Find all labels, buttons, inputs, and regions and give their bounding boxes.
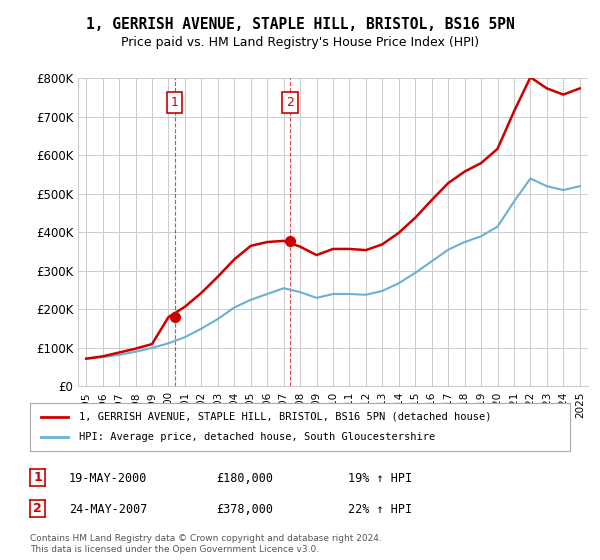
Text: 2: 2: [33, 502, 42, 515]
Text: Price paid vs. HM Land Registry's House Price Index (HPI): Price paid vs. HM Land Registry's House …: [121, 36, 479, 49]
Text: £180,000: £180,000: [216, 472, 273, 486]
Text: 2: 2: [286, 96, 294, 109]
Text: Contains HM Land Registry data © Crown copyright and database right 2024.: Contains HM Land Registry data © Crown c…: [30, 534, 382, 543]
Text: This data is licensed under the Open Government Licence v3.0.: This data is licensed under the Open Gov…: [30, 545, 319, 554]
Text: 1, GERRISH AVENUE, STAPLE HILL, BRISTOL, BS16 5PN: 1, GERRISH AVENUE, STAPLE HILL, BRISTOL,…: [86, 17, 514, 32]
Text: HPI: Average price, detached house, South Gloucestershire: HPI: Average price, detached house, Sout…: [79, 432, 435, 442]
Text: 1: 1: [171, 96, 179, 109]
Text: £378,000: £378,000: [216, 503, 273, 516]
Text: 22% ↑ HPI: 22% ↑ HPI: [348, 503, 412, 516]
Text: 1, GERRISH AVENUE, STAPLE HILL, BRISTOL, BS16 5PN (detached house): 1, GERRISH AVENUE, STAPLE HILL, BRISTOL,…: [79, 412, 491, 422]
Text: 19% ↑ HPI: 19% ↑ HPI: [348, 472, 412, 486]
Text: 19-MAY-2000: 19-MAY-2000: [69, 472, 148, 486]
Text: 24-MAY-2007: 24-MAY-2007: [69, 503, 148, 516]
Text: 1: 1: [33, 471, 42, 484]
